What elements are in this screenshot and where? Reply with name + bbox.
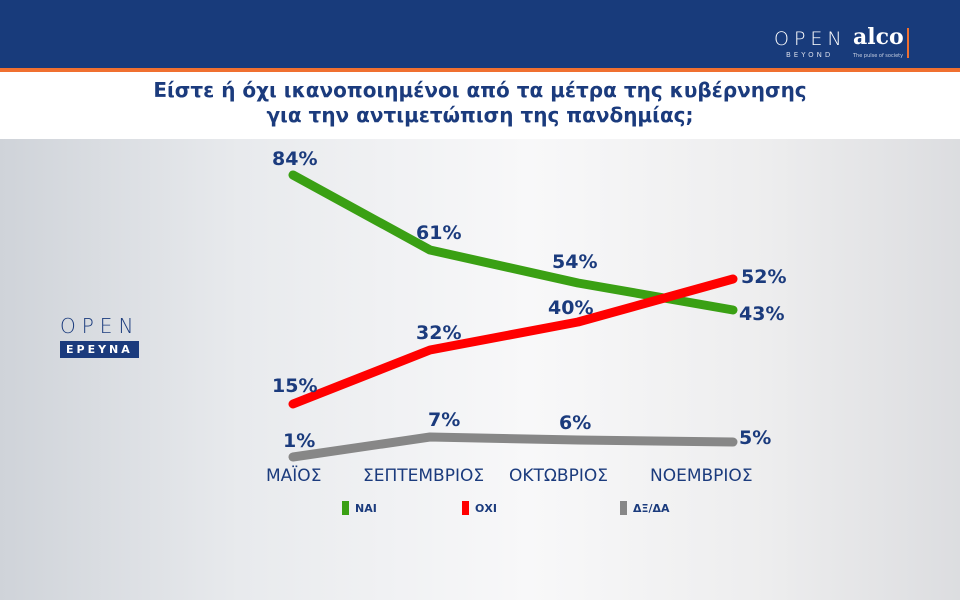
- data-label: 40%: [548, 297, 594, 319]
- chart-title: Είστε ή όχι ικανοποιημένοι από τα μέτρα …: [0, 78, 960, 128]
- data-label: 43%: [739, 303, 785, 325]
- title-band: [0, 72, 960, 139]
- x-tick-label: ΝΟΕΜΒΡΙΟΣ: [650, 466, 753, 486]
- legend-item-oxi: ΟΧΙ: [462, 501, 497, 515]
- ereuna-badge: ΕΡΕΥΝΑ: [60, 341, 139, 358]
- legend-label: ΔΞ/ΔΑ: [633, 501, 670, 515]
- open-beyond-tagline: BEYOND: [786, 51, 834, 59]
- data-label: 61%: [416, 222, 462, 244]
- legend-swatch-green: [342, 501, 349, 515]
- open-logo: OPEN: [774, 28, 847, 50]
- chart-title-line-1: Είστε ή όχι ικανοποιημένοι από τα μέτρα …: [153, 78, 807, 102]
- legend-label: ΟΧΙ: [475, 501, 497, 515]
- data-label: 1%: [283, 430, 316, 452]
- legend-swatch-red: [462, 501, 469, 515]
- series-line-nai: [288, 170, 738, 315]
- header-bar: [0, 0, 960, 68]
- legend-swatch-grey: [620, 501, 627, 515]
- legend-item-nai: ΝΑΙ: [342, 501, 377, 515]
- series-line-dxda: [288, 432, 738, 462]
- header-accent-line: [0, 68, 960, 72]
- x-tick-label: ΟΚΤΩΒΡΙΟΣ: [509, 466, 608, 486]
- data-label: 5%: [739, 427, 772, 449]
- data-label: 84%: [272, 148, 318, 170]
- data-label: 7%: [428, 409, 461, 431]
- legend-item-dxda: ΔΞ/ΔΑ: [620, 501, 670, 515]
- series-line-oxi: [288, 274, 738, 409]
- data-label: 52%: [741, 266, 787, 288]
- chart-title-line-2: για την αντιμετώπιση της πανδημίας;: [266, 103, 694, 127]
- open-ereuna-wordmark: OPEN: [60, 314, 140, 338]
- legend-label: ΝΑΙ: [355, 501, 377, 515]
- alco-tagline: The pulse of society: [853, 53, 904, 59]
- x-tick-label: ΜΑΪΟΣ: [266, 466, 322, 486]
- x-tick-label: ΣΕΠΤΕΜΒΡΙΟΣ: [363, 466, 485, 486]
- data-label: 32%: [416, 322, 462, 344]
- logo-divider: [907, 28, 909, 58]
- data-label: 54%: [552, 251, 598, 273]
- data-label: 15%: [272, 375, 318, 397]
- open-ereuna-logo: OPEN ΕΡΕΥΝΑ: [60, 314, 139, 358]
- data-label: 6%: [559, 412, 592, 434]
- alco-logo: alco: [853, 24, 904, 50]
- plot-background: [0, 139, 960, 600]
